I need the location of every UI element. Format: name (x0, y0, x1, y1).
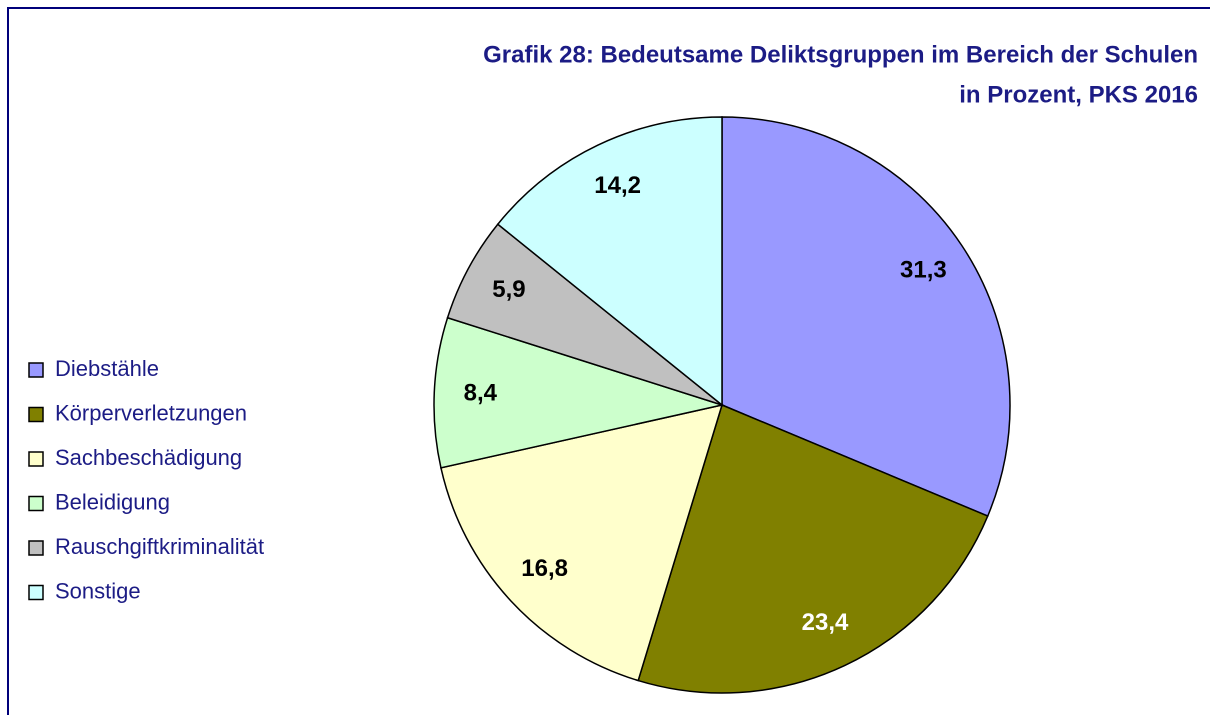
legend-swatch (28, 362, 44, 378)
pie-slice (721, 116, 1011, 518)
chart-subtitle: in Prozent, PKS 2016 (959, 81, 1198, 108)
data-label: 8,4 (464, 380, 498, 407)
data-label: 31,3 (900, 256, 947, 283)
legend-swatch (28, 406, 44, 423)
pie-slice (440, 403, 724, 682)
legend-label: Sonstige (55, 578, 141, 603)
pie-slice (637, 403, 989, 694)
chart-title: Grafik 28: Bedeutsame Deliktsgruppen im … (483, 41, 1198, 68)
legend-label: Diebstähle (55, 356, 159, 381)
pie-slice (433, 316, 725, 469)
legend-label: Beleidigung (55, 489, 170, 514)
legend-swatch (28, 540, 44, 556)
pie-slice (496, 116, 723, 407)
data-label: 16,8 (521, 555, 568, 582)
legend-label: Rauschgiftkriminalität (55, 534, 264, 559)
legend-swatch (28, 451, 44, 467)
data-label: 14,2 (594, 172, 641, 199)
legend-swatch (28, 584, 44, 601)
legend-swatch (28, 495, 44, 512)
data-label: 5,9 (492, 276, 525, 303)
legend-label: Körperverletzungen (55, 400, 247, 425)
legend-label: Sachbeschädigung (55, 445, 242, 470)
data-label: 23,4 (802, 609, 849, 636)
